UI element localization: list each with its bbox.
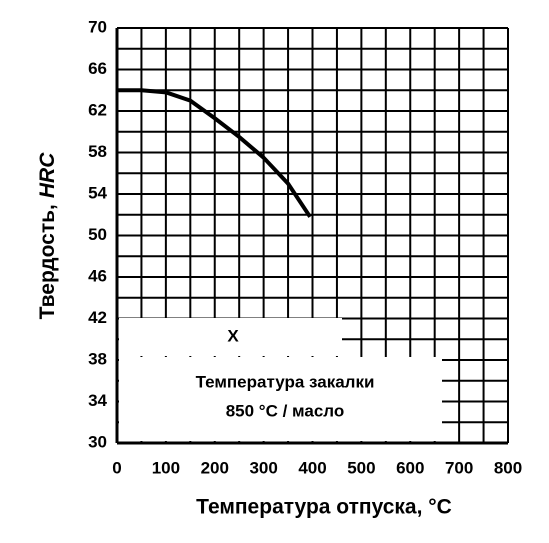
y-tick-label: 30 [88,432,107,451]
x-tick-label: 100 [152,458,180,477]
y-axis-label-text: Твердость, [36,204,59,319]
x-tick-label: 500 [347,458,375,477]
y-tick-label: 62 [88,100,107,119]
y-tick-label: 50 [88,225,107,244]
annotation-box [119,357,442,441]
y-axis-label: Твердость, HRC [36,152,59,320]
y-tick-label: 42 [88,308,107,327]
annotation-box [119,318,342,356]
y-tick-label: 34 [88,391,107,410]
annotation: Температура закалки [196,372,375,391]
y-tick-label: 46 [88,266,107,285]
x-tick-label: 700 [445,458,473,477]
x-axis-label: Температура отпуска, °C [196,496,452,519]
x-tick-label: 600 [396,458,424,477]
x-tick-label: 400 [298,458,326,477]
y-tick-label: 66 [88,59,107,78]
y-tick-label: 58 [88,142,107,161]
x-tick-label: 200 [201,458,229,477]
annotation: X [227,326,239,345]
data-line [117,88,312,218]
annotation: 850 °C / масло [226,401,345,420]
x-tick-label: 0 [112,458,121,477]
y-axis-label-unit: HRC [36,152,59,198]
x-tick-label: 800 [494,458,522,477]
x-tick-label: 300 [249,458,277,477]
y-tick-label: 54 [88,183,107,202]
y-tick-label: 70 [88,17,107,36]
y-tick-label: 38 [88,349,107,368]
